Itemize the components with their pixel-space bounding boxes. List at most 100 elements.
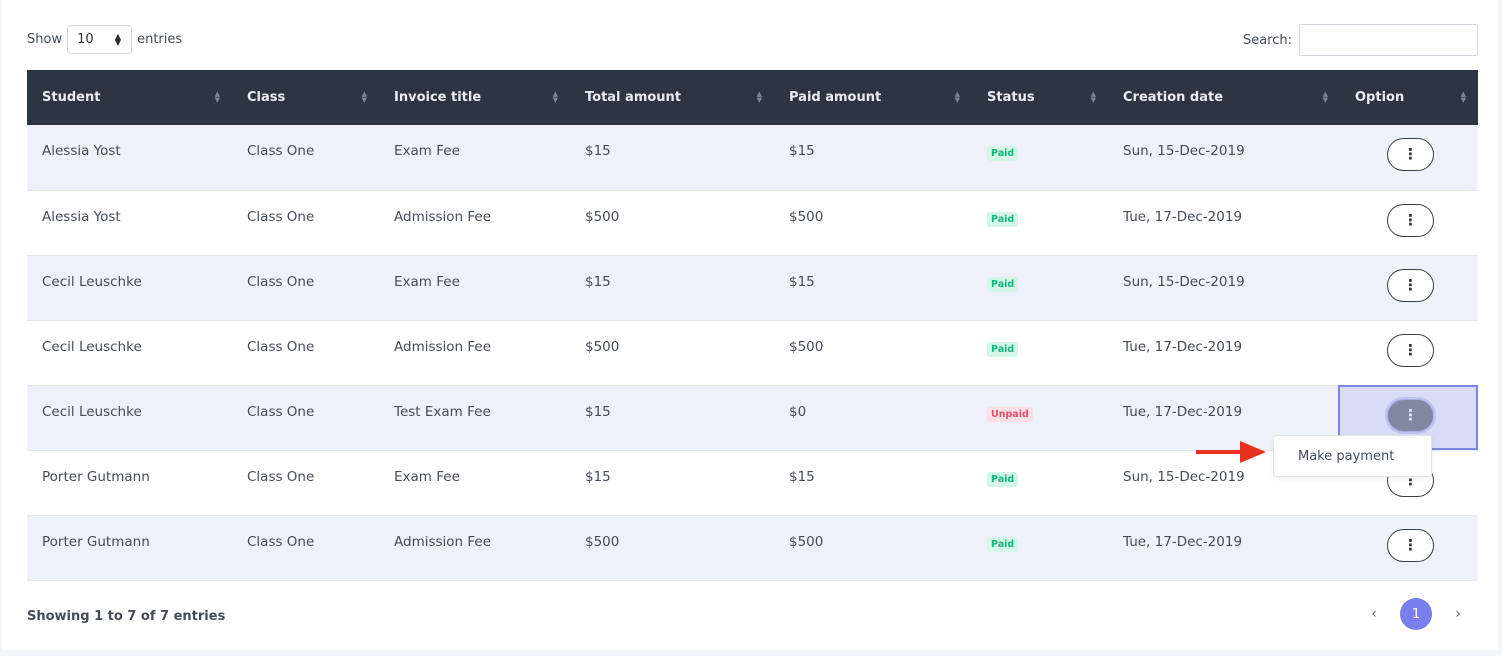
- cell-total: $500: [585, 208, 620, 225]
- search-input[interactable]: [1299, 24, 1478, 56]
- cell-total: $15: [585, 273, 611, 290]
- cell-class: Class One: [247, 208, 315, 225]
- status-badge: Paid: [987, 276, 1019, 292]
- cell-paid: $500: [789, 208, 824, 225]
- cell-student: Porter Gutmann: [42, 468, 150, 485]
- cell-date: Sun, 15-Dec-2019: [1123, 143, 1245, 159]
- column-header-total-amount[interactable]: Total amount ▲ ▼: [570, 70, 774, 125]
- cell-student: Porter Gutmann: [42, 533, 150, 550]
- cell-class: Class One: [247, 403, 315, 420]
- invoice-table: Student ▲ ▼ Class ▲ ▼ Invoice title ▲ ▼ Total amo…: [27, 70, 1478, 581]
- cell-class: Class One: [247, 468, 315, 485]
- table-body: Alessia Yost Class One Exam Fee $15 $15 Paid S…: [27, 125, 1478, 580]
- cell-option: ⋮: [1340, 190, 1478, 255]
- table-header-row: Student ▲ ▼ Class ▲ ▼ Invoice title ▲ ▼ Total amo…: [27, 70, 1478, 125]
- entries-select[interactable]: 10 ▲ ▼: [67, 25, 133, 54]
- cell-class: Class One: [247, 273, 315, 290]
- cell-date: Sun, 15-Dec-2019: [1123, 273, 1245, 290]
- table-row: Cecil Leuschke Class One Test Exam Fee $15 $…: [27, 385, 1478, 450]
- table-row: Porter Gutmann Class One Exam Fee $15 $15 Pai…: [27, 450, 1478, 515]
- cell-date: Tue, 17-Dec-2019: [1123, 533, 1243, 550]
- cell-paid: $15: [789, 143, 815, 159]
- cell-invoice: Admission Fee: [394, 533, 492, 550]
- cell-paid: $15: [789, 468, 815, 485]
- column-header-student[interactable]: Student ▲ ▼: [27, 70, 232, 125]
- vertical-dots-icon: ⋮: [1403, 405, 1418, 424]
- option-dropdown-menu: Make payment: [1273, 435, 1432, 477]
- cell-total: $500: [585, 338, 620, 355]
- sort-icon: ▲ ▼: [214, 90, 220, 104]
- search-label: Search:: [1242, 32, 1292, 48]
- option-menu-button[interactable]: ⋮: [1387, 528, 1434, 562]
- annotation-arrow-icon: [1196, 441, 1266, 463]
- column-header-label: Class: [247, 90, 286, 105]
- cell-status: Paid: [972, 255, 1108, 320]
- cell-total: $15: [585, 468, 611, 485]
- cell-student: Cecil Leuschke: [42, 273, 142, 290]
- cell-option: ⋮: [1340, 320, 1478, 385]
- cell-total: $15: [585, 143, 611, 159]
- cell-invoice: Admission Fee: [394, 208, 492, 225]
- cell-date: Sun, 15-Dec-2019: [1123, 468, 1245, 485]
- column-header-label: Paid amount: [789, 90, 882, 105]
- cell-student: Cecil Leuschke: [42, 338, 142, 355]
- sort-icon: ▲ ▼: [1090, 90, 1096, 104]
- cell-status: Unpaid: [972, 385, 1108, 450]
- previous-page-icon[interactable]: ‹: [1371, 606, 1377, 622]
- sort-icon: ▲ ▼: [552, 90, 558, 104]
- vertical-dots-icon: ⋮: [1403, 340, 1418, 359]
- option-menu-button[interactable]: ⋮: [1387, 398, 1434, 432]
- column-header-paid-amount[interactable]: Paid amount ▲ ▼: [774, 70, 972, 125]
- cell-status: Paid: [972, 320, 1108, 385]
- cell-paid: $0: [789, 403, 807, 420]
- option-menu-button[interactable]: ⋮: [1387, 333, 1434, 367]
- status-badge: Paid: [987, 341, 1019, 357]
- status-badge: Paid: [987, 211, 1019, 227]
- table-info: Showing 1 to 7 of 7 entries: [27, 609, 226, 624]
- cell-class: Class One: [247, 533, 315, 550]
- cell-class: Class One: [247, 338, 315, 355]
- table-row: Alessia Yost Class One Exam Fee $15 $15 Paid S…: [27, 125, 1478, 190]
- cell-invoice: Exam Fee: [394, 143, 460, 159]
- vertical-dots-icon: ⋮: [1403, 210, 1418, 229]
- column-header-status[interactable]: Status ▲ ▼: [972, 70, 1108, 125]
- cell-class: Class One: [247, 143, 315, 159]
- option-menu-button[interactable]: ⋮: [1387, 268, 1434, 302]
- cell-invoice: Admission Fee: [394, 338, 492, 355]
- cell-status: Paid: [972, 190, 1108, 255]
- pagination: ‹ 1 ›: [1362, 598, 1470, 630]
- column-header-label: Status: [987, 90, 1035, 105]
- cell-paid: $500: [789, 533, 824, 550]
- column-header-label: Student: [42, 90, 101, 105]
- show-label: Show: [27, 32, 63, 47]
- cell-option: ⋮: [1340, 255, 1478, 320]
- column-header-invoice-title[interactable]: Invoice title ▲ ▼: [379, 70, 570, 125]
- cell-student: Alessia Yost: [42, 143, 121, 159]
- sort-icon: ▲ ▼: [954, 90, 960, 104]
- column-header-label: Total amount: [585, 90, 682, 105]
- option-menu-button[interactable]: ⋮: [1387, 138, 1434, 171]
- cell-date: Tue, 17-Dec-2019: [1123, 403, 1243, 420]
- status-badge: Unpaid: [987, 406, 1033, 422]
- page-button-current[interactable]: 1: [1400, 598, 1432, 630]
- table-row: Cecil Leuschke Class One Exam Fee $15 $15 Pai…: [27, 255, 1478, 320]
- cell-student: Alessia Yost: [42, 208, 121, 225]
- table-row: Alessia Yost Class One Admission Fee $500 $5…: [27, 190, 1478, 255]
- entries-select-value: 10: [77, 32, 94, 47]
- entries-label: entries: [137, 32, 183, 47]
- column-header-class[interactable]: Class ▲ ▼: [232, 70, 379, 125]
- option-menu-button[interactable]: ⋮: [1387, 203, 1434, 237]
- sort-icon: ▲ ▼: [756, 90, 762, 104]
- column-header-option[interactable]: Option ▲ ▼: [1340, 70, 1478, 125]
- make-payment-menu-item[interactable]: Make payment: [1298, 448, 1395, 464]
- vertical-dots-icon: ⋮: [1403, 145, 1418, 163]
- cell-status: Paid: [972, 125, 1108, 190]
- cell-date: Tue, 17-Dec-2019: [1123, 208, 1243, 225]
- vertical-dots-icon: ⋮: [1403, 535, 1418, 554]
- column-header-creation-date[interactable]: Creation date ▲ ▼: [1108, 70, 1340, 125]
- sort-icon: ▲ ▼: [1460, 90, 1466, 104]
- cell-date: Tue, 17-Dec-2019: [1123, 338, 1243, 355]
- next-page-icon[interactable]: ›: [1455, 606, 1461, 622]
- table-row: Porter Gutmann Class One Admission Fee $500…: [27, 515, 1478, 580]
- status-badge: Paid: [987, 146, 1019, 161]
